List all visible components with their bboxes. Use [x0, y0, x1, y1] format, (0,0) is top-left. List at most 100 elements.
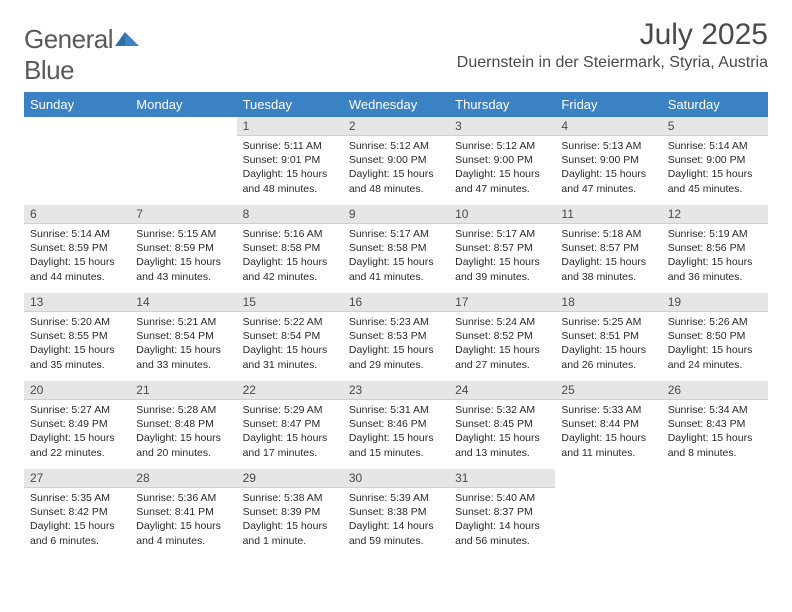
daylight-line: Daylight: 15 hours and 26 minutes. — [561, 343, 655, 371]
sunrise-line: Sunrise: 5:32 AM — [455, 403, 549, 417]
calendar-table: Sunday Monday Tuesday Wednesday Thursday… — [24, 92, 768, 557]
calendar-cell: 21Sunrise: 5:28 AMSunset: 8:48 PMDayligh… — [130, 381, 236, 469]
cell-content: Sunrise: 5:33 AMSunset: 8:44 PMDaylight:… — [555, 400, 661, 464]
location: Duernstein in der Steiermark, Styria, Au… — [457, 54, 768, 72]
daylight-line: Daylight: 15 hours and 43 minutes. — [136, 255, 230, 283]
day-number: 14 — [130, 293, 236, 312]
daylight-line: Daylight: 15 hours and 4 minutes. — [136, 519, 230, 547]
daylight-line: Daylight: 15 hours and 27 minutes. — [455, 343, 549, 371]
sunrise-line: Sunrise: 5:14 AM — [30, 227, 124, 241]
sunset-line: Sunset: 8:41 PM — [136, 505, 230, 519]
day-number: 9 — [343, 205, 449, 224]
day-number: 17 — [449, 293, 555, 312]
calendar-row: 6Sunrise: 5:14 AMSunset: 8:59 PMDaylight… — [24, 205, 768, 293]
calendar-cell: 20Sunrise: 5:27 AMSunset: 8:49 PMDayligh… — [24, 381, 130, 469]
daylight-line: Daylight: 15 hours and 22 minutes. — [30, 431, 124, 459]
day-header: Friday — [555, 92, 661, 117]
sunrise-line: Sunrise: 5:26 AM — [668, 315, 762, 329]
cell-content: Sunrise: 5:20 AMSunset: 8:55 PMDaylight:… — [24, 312, 130, 376]
day-number: 10 — [449, 205, 555, 224]
calendar-cell: 1Sunrise: 5:11 AMSunset: 9:01 PMDaylight… — [237, 117, 343, 205]
cell-content: Sunrise: 5:36 AMSunset: 8:41 PMDaylight:… — [130, 488, 236, 552]
day-number: 2 — [343, 117, 449, 136]
cell-content: Sunrise: 5:17 AMSunset: 8:57 PMDaylight:… — [449, 224, 555, 288]
sunrise-line: Sunrise: 5:17 AM — [349, 227, 443, 241]
calendar-cell: 8Sunrise: 5:16 AMSunset: 8:58 PMDaylight… — [237, 205, 343, 293]
calendar-row: 1Sunrise: 5:11 AMSunset: 9:01 PMDaylight… — [24, 117, 768, 205]
sunrise-line: Sunrise: 5:31 AM — [349, 403, 443, 417]
sunrise-line: Sunrise: 5:24 AM — [455, 315, 549, 329]
cell-content: Sunrise: 5:24 AMSunset: 8:52 PMDaylight:… — [449, 312, 555, 376]
day-header: Tuesday — [237, 92, 343, 117]
calendar-cell: 14Sunrise: 5:21 AMSunset: 8:54 PMDayligh… — [130, 293, 236, 381]
daylight-line: Daylight: 15 hours and 6 minutes. — [30, 519, 124, 547]
daylight-line: Daylight: 15 hours and 48 minutes. — [349, 167, 443, 195]
calendar-cell: 28Sunrise: 5:36 AMSunset: 8:41 PMDayligh… — [130, 469, 236, 557]
cell-content: Sunrise: 5:31 AMSunset: 8:46 PMDaylight:… — [343, 400, 449, 464]
sunrise-line: Sunrise: 5:16 AM — [243, 227, 337, 241]
day-number: 8 — [237, 205, 343, 224]
calendar-cell: 23Sunrise: 5:31 AMSunset: 8:46 PMDayligh… — [343, 381, 449, 469]
day-number: 4 — [555, 117, 661, 136]
daylight-line: Daylight: 15 hours and 48 minutes. — [243, 167, 337, 195]
cell-content: Sunrise: 5:21 AMSunset: 8:54 PMDaylight:… — [130, 312, 236, 376]
month-title: July 2025 — [457, 18, 768, 52]
calendar-cell: 12Sunrise: 5:19 AMSunset: 8:56 PMDayligh… — [662, 205, 768, 293]
sunset-line: Sunset: 9:00 PM — [668, 153, 762, 167]
day-number: 16 — [343, 293, 449, 312]
sunrise-line: Sunrise: 5:29 AM — [243, 403, 337, 417]
sunset-line: Sunset: 9:00 PM — [455, 153, 549, 167]
daylight-line: Daylight: 15 hours and 31 minutes. — [243, 343, 337, 371]
sunrise-line: Sunrise: 5:36 AM — [136, 491, 230, 505]
calendar-row: 27Sunrise: 5:35 AMSunset: 8:42 PMDayligh… — [24, 469, 768, 557]
daylight-line: Daylight: 15 hours and 47 minutes. — [561, 167, 655, 195]
day-number: 23 — [343, 381, 449, 400]
day-number: 5 — [662, 117, 768, 136]
daylight-line: Daylight: 15 hours and 1 minute. — [243, 519, 337, 547]
sunset-line: Sunset: 8:39 PM — [243, 505, 337, 519]
sunset-line: Sunset: 8:57 PM — [561, 241, 655, 255]
daylight-line: Daylight: 15 hours and 42 minutes. — [243, 255, 337, 283]
cell-content: Sunrise: 5:27 AMSunset: 8:49 PMDaylight:… — [24, 400, 130, 464]
sunrise-line: Sunrise: 5:14 AM — [668, 139, 762, 153]
sunrise-line: Sunrise: 5:22 AM — [243, 315, 337, 329]
day-header: Sunday — [24, 92, 130, 117]
sunrise-line: Sunrise: 5:33 AM — [561, 403, 655, 417]
day-number: 6 — [24, 205, 130, 224]
calendar-cell: 15Sunrise: 5:22 AMSunset: 8:54 PMDayligh… — [237, 293, 343, 381]
cell-content: Sunrise: 5:25 AMSunset: 8:51 PMDaylight:… — [555, 312, 661, 376]
day-header: Saturday — [662, 92, 768, 117]
sunrise-line: Sunrise: 5:20 AM — [30, 315, 124, 329]
daylight-line: Daylight: 15 hours and 24 minutes. — [668, 343, 762, 371]
sunset-line: Sunset: 8:55 PM — [30, 329, 124, 343]
sunset-line: Sunset: 8:42 PM — [30, 505, 124, 519]
daylight-line: Daylight: 15 hours and 33 minutes. — [136, 343, 230, 371]
sunset-line: Sunset: 8:57 PM — [455, 241, 549, 255]
day-number: 25 — [555, 381, 661, 400]
cell-content: Sunrise: 5:32 AMSunset: 8:45 PMDaylight:… — [449, 400, 555, 464]
calendar-cell: 19Sunrise: 5:26 AMSunset: 8:50 PMDayligh… — [662, 293, 768, 381]
cell-content: Sunrise: 5:17 AMSunset: 8:58 PMDaylight:… — [343, 224, 449, 288]
calendar-cell: 7Sunrise: 5:15 AMSunset: 8:59 PMDaylight… — [130, 205, 236, 293]
sunrise-line: Sunrise: 5:38 AM — [243, 491, 337, 505]
calendar-cell: 25Sunrise: 5:33 AMSunset: 8:44 PMDayligh… — [555, 381, 661, 469]
sunset-line: Sunset: 8:53 PM — [349, 329, 443, 343]
calendar-cell: 16Sunrise: 5:23 AMSunset: 8:53 PMDayligh… — [343, 293, 449, 381]
day-header: Wednesday — [343, 92, 449, 117]
daylight-line: Daylight: 15 hours and 11 minutes. — [561, 431, 655, 459]
sunrise-line: Sunrise: 5:28 AM — [136, 403, 230, 417]
sunset-line: Sunset: 8:45 PM — [455, 417, 549, 431]
cell-content: Sunrise: 5:34 AMSunset: 8:43 PMDaylight:… — [662, 400, 768, 464]
daylight-line: Daylight: 14 hours and 59 minutes. — [349, 519, 443, 547]
calendar-cell — [130, 117, 236, 205]
day-number: 19 — [662, 293, 768, 312]
cell-content: Sunrise: 5:23 AMSunset: 8:53 PMDaylight:… — [343, 312, 449, 376]
daylight-line: Daylight: 15 hours and 38 minutes. — [561, 255, 655, 283]
sunset-line: Sunset: 8:51 PM — [561, 329, 655, 343]
cell-content: Sunrise: 5:12 AMSunset: 9:00 PMDaylight:… — [343, 136, 449, 200]
sunrise-line: Sunrise: 5:21 AM — [136, 315, 230, 329]
sunrise-line: Sunrise: 5:13 AM — [561, 139, 655, 153]
day-number: 7 — [130, 205, 236, 224]
calendar-cell: 3Sunrise: 5:12 AMSunset: 9:00 PMDaylight… — [449, 117, 555, 205]
calendar-cell — [555, 469, 661, 557]
